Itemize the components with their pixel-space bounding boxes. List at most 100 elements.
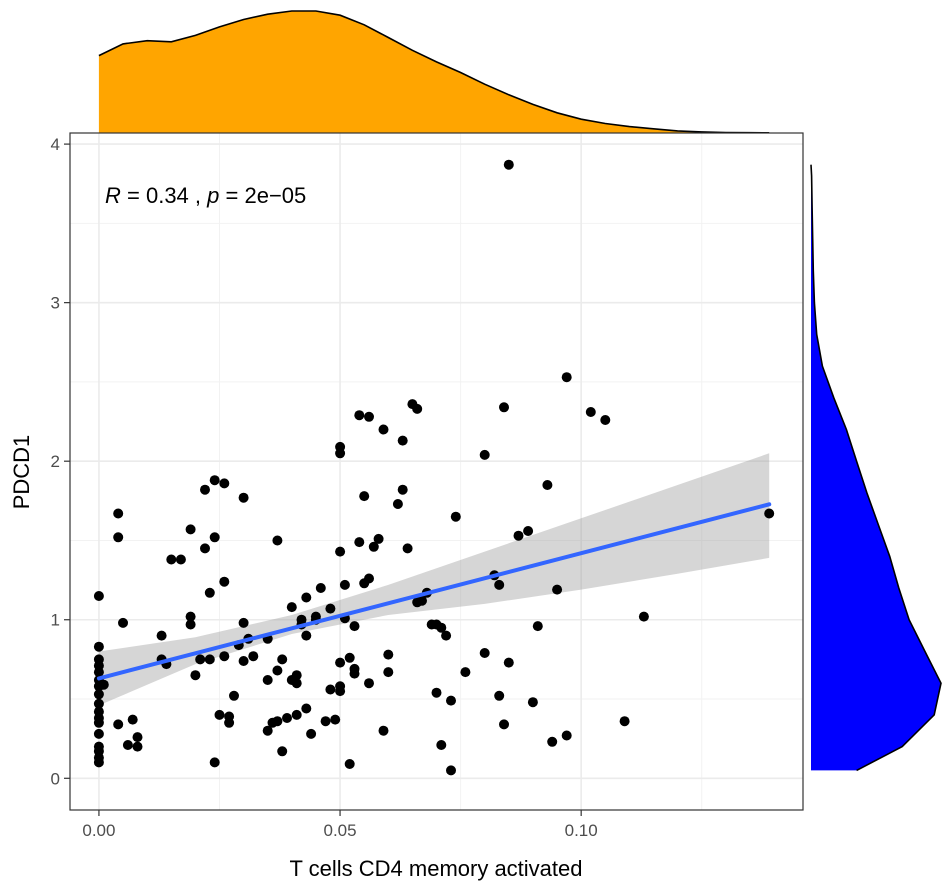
data-point [301, 592, 312, 603]
data-point [460, 667, 471, 678]
data-point [383, 667, 394, 678]
data-point [301, 703, 312, 714]
data-point [291, 709, 302, 720]
data-point [238, 492, 249, 503]
data-point [93, 728, 104, 739]
data-point [301, 630, 312, 641]
data-point [238, 656, 249, 666]
y-tick-label: 2 [51, 452, 60, 471]
data-point [368, 541, 379, 552]
data-point [499, 402, 509, 413]
data-point [113, 532, 124, 543]
data-point [446, 695, 456, 706]
data-point [339, 579, 350, 590]
x-axis-title: T cells CD4 memory activated [289, 856, 582, 881]
data-point [619, 716, 630, 727]
data-point [479, 648, 490, 658]
data-point [185, 524, 196, 535]
data-point [306, 728, 317, 739]
data-point [185, 611, 196, 622]
data-point [229, 690, 239, 701]
data-point [224, 711, 235, 722]
data-point [364, 573, 374, 584]
data-point [397, 435, 408, 446]
data-point [127, 714, 138, 725]
data-point [402, 543, 413, 554]
data-point [190, 670, 201, 681]
data-point [204, 587, 215, 598]
data-point [503, 159, 514, 170]
fit-line-group [96, 502, 772, 681]
data-point [214, 709, 225, 720]
data-point [638, 611, 649, 622]
data-point [277, 654, 288, 665]
data-point [354, 537, 365, 548]
data-point [200, 543, 210, 554]
ci-band-area [98, 453, 770, 706]
y-axis-title: PDCD1 [9, 435, 34, 510]
fit-line [96, 502, 772, 681]
y-tick-label: 4 [51, 135, 60, 154]
data-point [397, 484, 408, 495]
right-density-outline [810, 164, 942, 772]
data-point [277, 746, 288, 757]
axes: 0.00 0.05 0.10 0 1 2 3 4 [51, 135, 598, 840]
data-point [446, 765, 456, 776]
data-point [600, 415, 611, 425]
data-point [219, 651, 230, 662]
data-point [349, 668, 360, 679]
data-point [113, 719, 124, 730]
data-point [561, 372, 572, 383]
data-point [450, 511, 461, 522]
right-density-area [811, 164, 941, 771]
data-point [315, 583, 326, 593]
correlation-annotation: R = 0.34 , p = 2e−05 [105, 183, 306, 208]
data-point [272, 716, 283, 727]
data-point [364, 678, 374, 689]
data-point [98, 679, 109, 690]
data-point [378, 725, 389, 736]
data-point [132, 732, 143, 743]
y-tick-label: 1 [51, 611, 60, 630]
data-point [417, 595, 427, 606]
ci-band [98, 453, 770, 706]
data-point [286, 602, 297, 613]
data-point [118, 617, 128, 628]
data-point [547, 736, 558, 747]
r-label: R [105, 183, 121, 208]
y-tick-label: 3 [51, 294, 60, 313]
data-point [503, 657, 514, 668]
data-point [209, 532, 220, 543]
x-tick-label: 0.10 [565, 821, 598, 840]
data-point [204, 654, 215, 665]
data-point [93, 641, 104, 652]
data-point [132, 741, 143, 752]
right-density-plot [810, 164, 942, 772]
data-point [209, 757, 220, 768]
data-point [93, 717, 104, 728]
data-point [373, 533, 384, 544]
x-tick-label: 0.00 [82, 821, 115, 840]
plot-border [69, 132, 804, 811]
data-point [175, 554, 186, 565]
data-point [291, 678, 302, 689]
data-point [585, 407, 596, 417]
data-point [479, 449, 490, 460]
data-point [335, 657, 346, 668]
data-point [344, 759, 355, 769]
plot-panel [70, 133, 803, 810]
top-density-area [98, 11, 770, 133]
x-tick-label: 0.05 [324, 821, 357, 840]
data-point [325, 684, 336, 695]
data-point [364, 411, 374, 422]
data-point [494, 690, 505, 701]
data-point [436, 622, 447, 633]
data-point [291, 670, 302, 681]
data-point [383, 649, 394, 660]
p-label: p [206, 183, 219, 208]
data-point [359, 491, 370, 502]
data-point [282, 713, 292, 723]
data-point [392, 499, 403, 509]
data-point [262, 675, 273, 685]
